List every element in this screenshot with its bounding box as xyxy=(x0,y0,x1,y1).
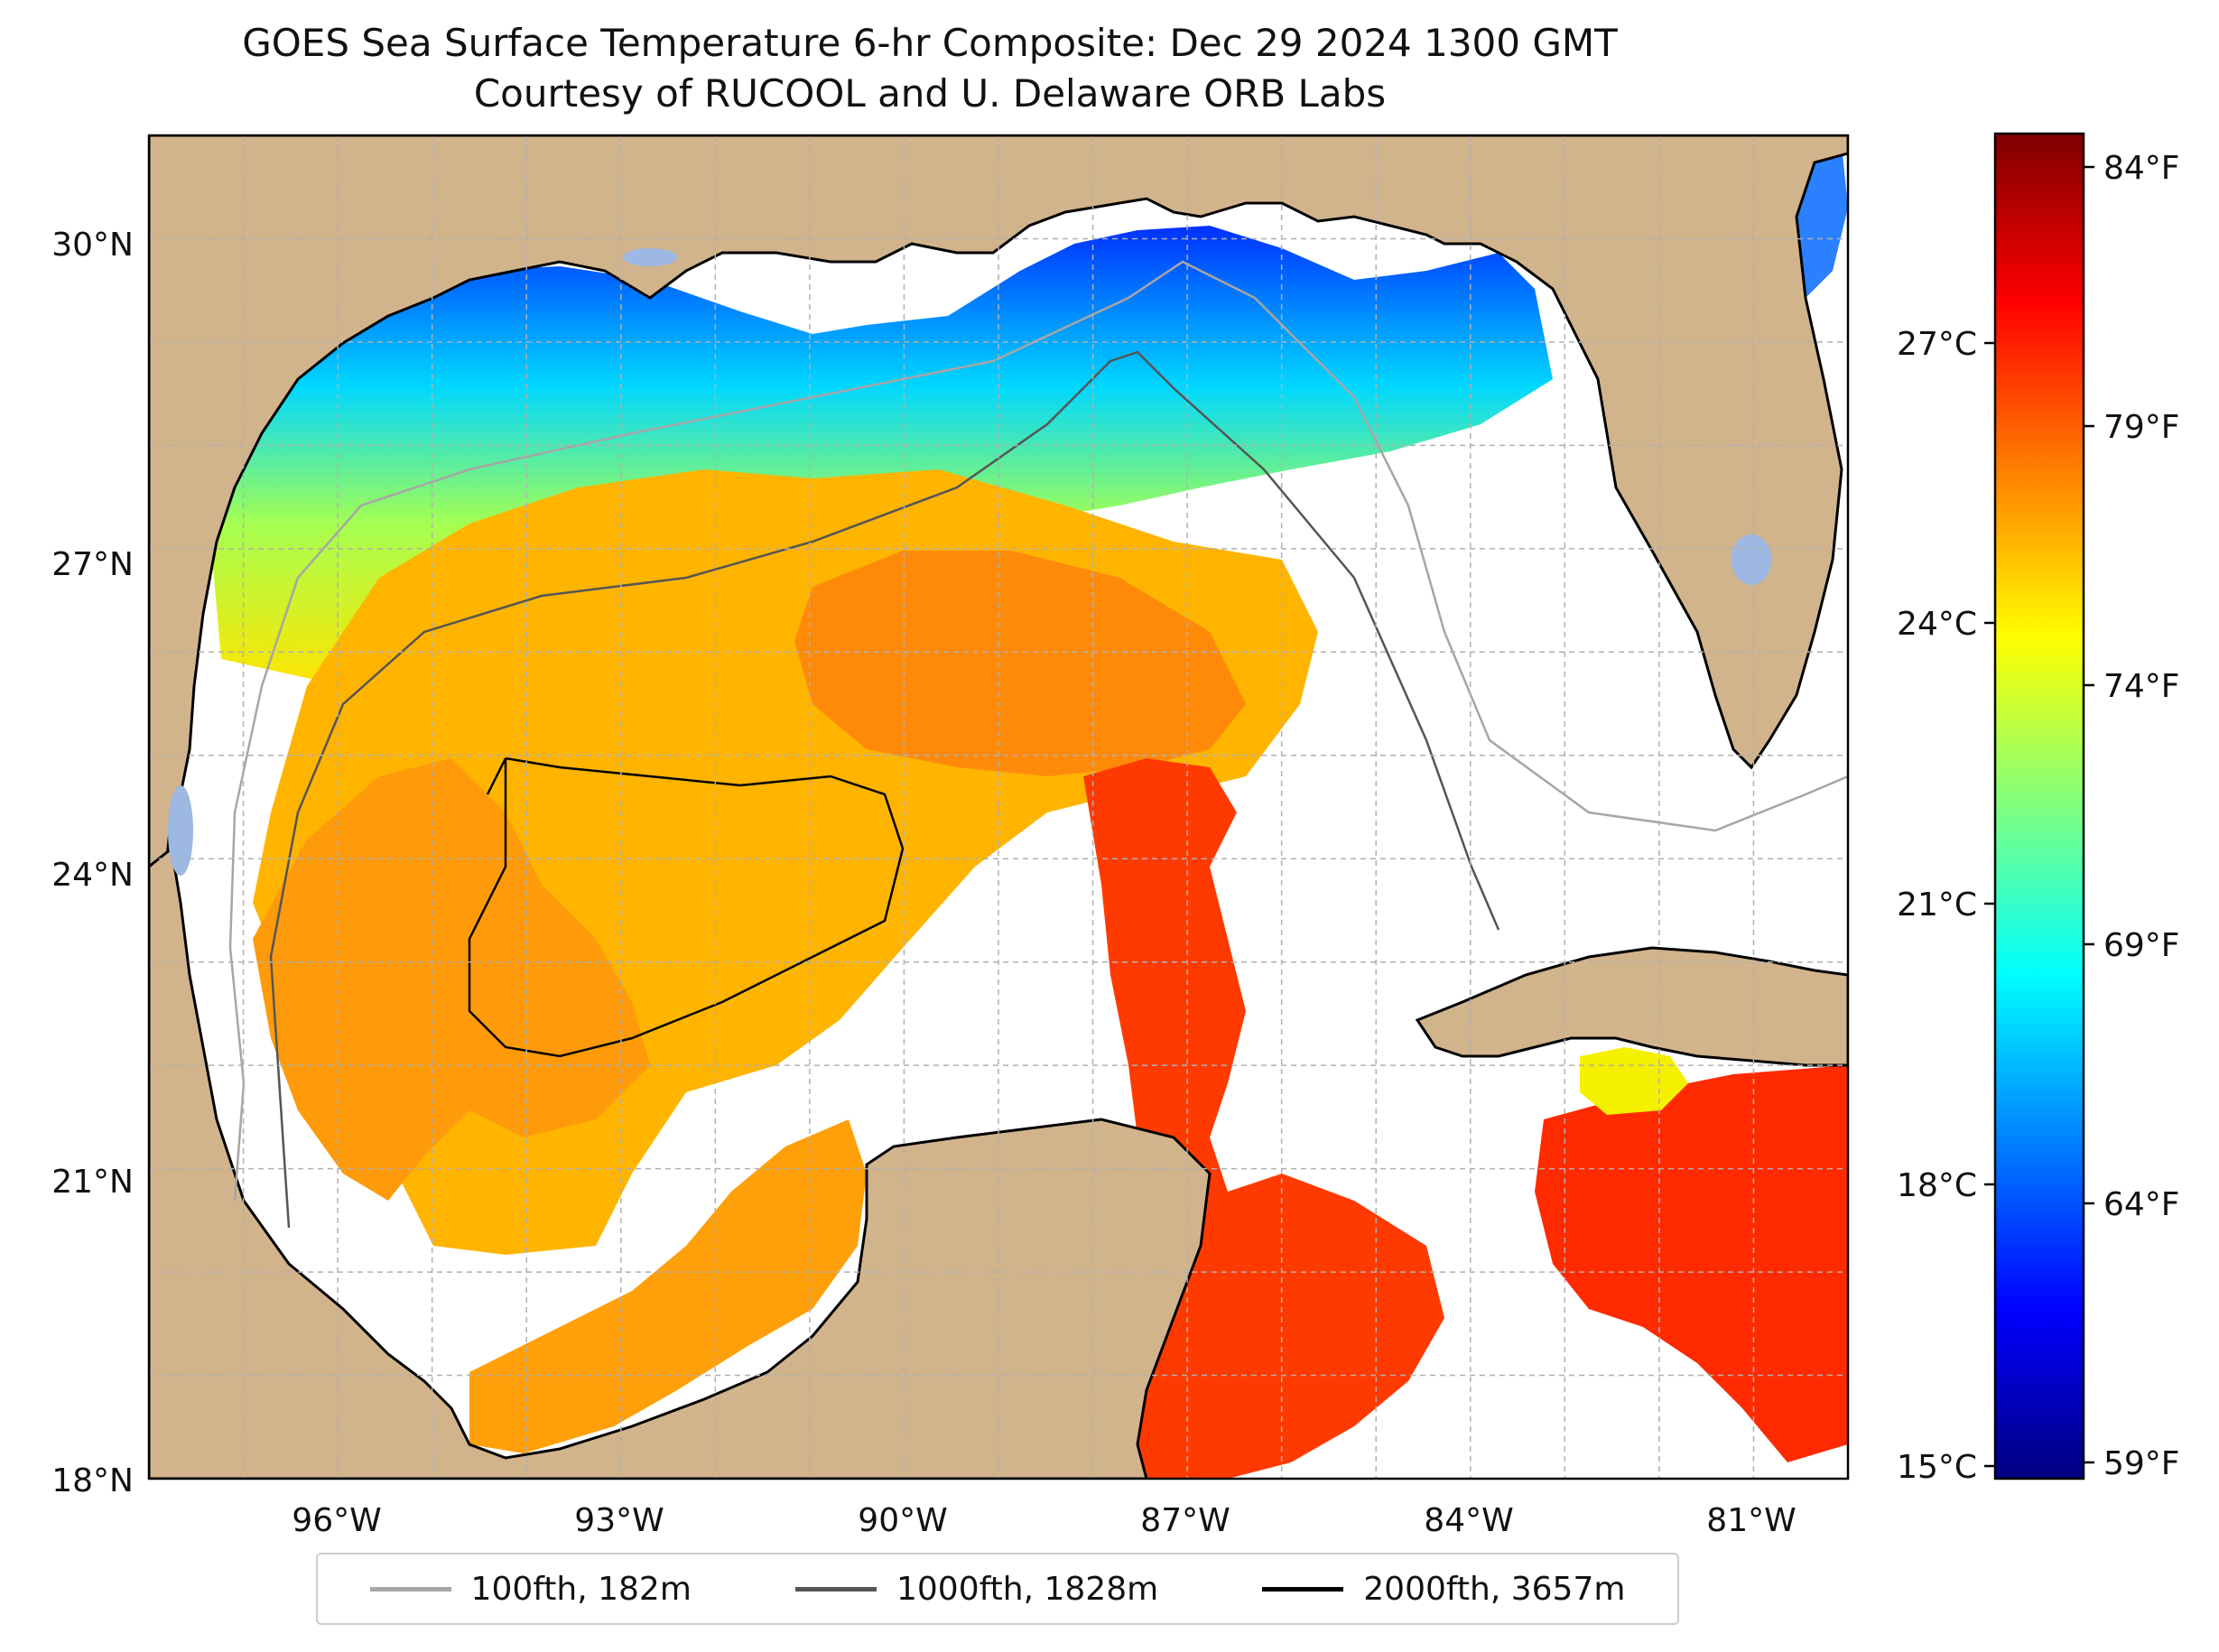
lon-label-93: 93°W xyxy=(574,1502,664,1539)
lat-label-30: 30°N xyxy=(51,227,134,264)
sst-west-gulf xyxy=(253,758,650,1201)
legend-item-100fth: 100fth, 182m xyxy=(369,1570,692,1608)
lon-label-84: 84°W xyxy=(1424,1502,1513,1539)
map-title: GOES Sea Surface Temperature 6-hr Compos… xyxy=(242,21,1618,65)
sst-bay-of-campeche xyxy=(469,1119,867,1453)
legend-label-1000fth: 1000fth, 1828m xyxy=(896,1570,1159,1608)
sst-loop-current-core xyxy=(794,551,1246,776)
laguna-madre xyxy=(168,785,193,876)
land-mexico xyxy=(149,846,1212,1479)
colorbar-ticks xyxy=(1984,165,2094,1468)
lon-label-87: 87°W xyxy=(1140,1502,1230,1539)
legend-label-100fth: 100fth, 182m xyxy=(470,1570,692,1608)
colorbar-f-69: 69°F xyxy=(2103,927,2180,964)
colorbar-f-79: 79°F xyxy=(2103,409,2180,446)
graticule xyxy=(149,135,1848,1479)
legend-line-100fth xyxy=(369,1586,451,1592)
colorbar-c-21: 21°C xyxy=(1897,886,1977,923)
colorbar xyxy=(1993,132,2085,1480)
land-cuba xyxy=(1415,946,1848,1067)
sst-cuba-south-patch xyxy=(1580,1047,1688,1115)
legend-label-2000fth: 2000fth, 3657m xyxy=(1363,1570,1626,1608)
lat-label-21: 21°N xyxy=(51,1164,134,1201)
colorbar-c-15: 15°C xyxy=(1897,1449,1977,1486)
legend-item-1000fth: 1000fth, 1828m xyxy=(795,1571,1158,1608)
legend-line-2000fth xyxy=(1262,1586,1344,1592)
lake-okeechobee xyxy=(1732,534,1771,585)
contour-2000fth xyxy=(468,756,905,1058)
contour-1000fth xyxy=(269,350,1500,1229)
legend-item-2000fth: 2000fth, 3657m xyxy=(1262,1571,1625,1608)
lon-label-96: 96°W xyxy=(292,1502,381,1539)
colorbar-f-74: 74°F xyxy=(2103,668,2180,705)
lat-label-18: 18°N xyxy=(51,1462,134,1499)
land-us-gulf-coast xyxy=(149,135,1848,868)
map-frame xyxy=(147,134,1850,1480)
lat-label-24: 24°N xyxy=(51,857,134,894)
legend-line-1000fth xyxy=(795,1586,877,1592)
map-subtitle: Courtesy of RUCOOL and U. Delaware ORB L… xyxy=(473,71,1387,116)
coastal-bay xyxy=(623,248,677,266)
colorbar-f-64: 64°F xyxy=(2103,1186,2180,1223)
lat-label-27: 27°N xyxy=(51,546,134,583)
lon-label-90: 90°W xyxy=(858,1502,947,1539)
colorbar-f-84: 84°F xyxy=(2103,150,2180,187)
sst-caribbean xyxy=(1535,1065,1848,1462)
colorbar-c-24: 24°C xyxy=(1897,606,1977,643)
contour-100fth xyxy=(228,260,1848,1202)
lon-label-81: 81°W xyxy=(1706,1502,1796,1539)
contour-legend: 100fth, 182m 1000fth, 1828m 2000fth, 365… xyxy=(316,1553,1679,1625)
colorbar-c-27: 27°C xyxy=(1897,326,1977,363)
colorbar-c-18: 18°C xyxy=(1897,1167,1977,1204)
colorbar-f-59: 59°F xyxy=(2103,1445,2180,1482)
